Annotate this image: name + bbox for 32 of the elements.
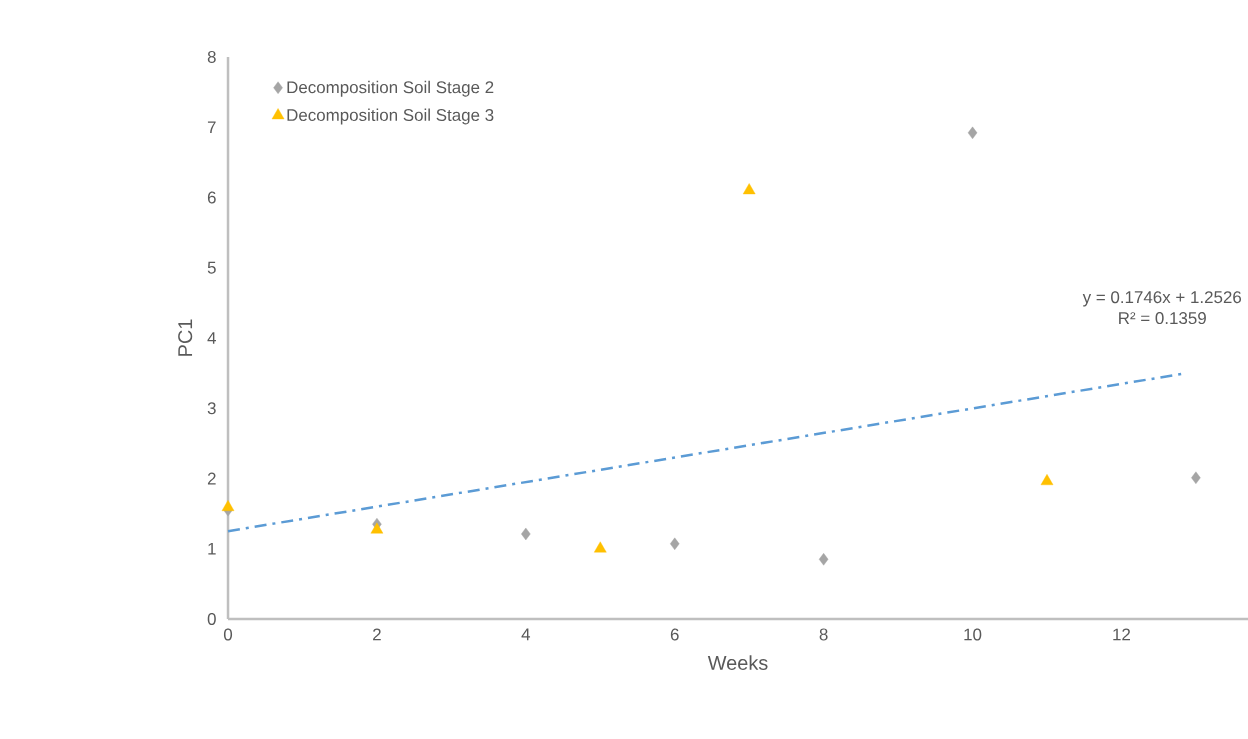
x-tick-label: 8 (819, 628, 828, 641)
annotation: R² = 0.1359 (1119, 312, 1206, 325)
x-tick-label: 4 (521, 628, 531, 641)
point (521, 527, 531, 541)
x-tick-label: 2 (373, 628, 381, 641)
x-tick-label: 6 (670, 628, 679, 641)
y-tick-label: 4 (207, 332, 216, 344)
legend-label: Decomposition Soil Stage 2 (287, 80, 494, 97)
y-axis-title: PC1 (178, 319, 193, 356)
point (221, 500, 235, 511)
point (818, 553, 829, 566)
y-tick-label: 5 (207, 261, 216, 274)
annotation: y = 0.1746x + 1.2526 (1082, 291, 1242, 307)
point (370, 522, 384, 534)
point (594, 541, 607, 553)
y-tick-label: 8 (207, 50, 216, 63)
y-tick-label: 6 (207, 191, 216, 204)
x-tick-label: 10 (964, 628, 982, 641)
x-tick-label: 0 (223, 628, 233, 641)
y-tick-label: 7 (207, 121, 216, 134)
x-axis-title: Weeks (707, 655, 768, 670)
point (742, 183, 756, 195)
y-tick-label: 2 (207, 472, 216, 485)
point (670, 537, 680, 551)
point (1191, 471, 1201, 484)
x-tick-label: 12 (1113, 628, 1130, 641)
y-tick-label: 1 (208, 542, 216, 555)
legend-label: Decomposition Soil Stage 3 (287, 108, 494, 125)
y-tick-label: 0 (207, 612, 216, 625)
point (1040, 474, 1054, 485)
y-tick-label: 3 (207, 402, 216, 415)
point (967, 126, 978, 140)
